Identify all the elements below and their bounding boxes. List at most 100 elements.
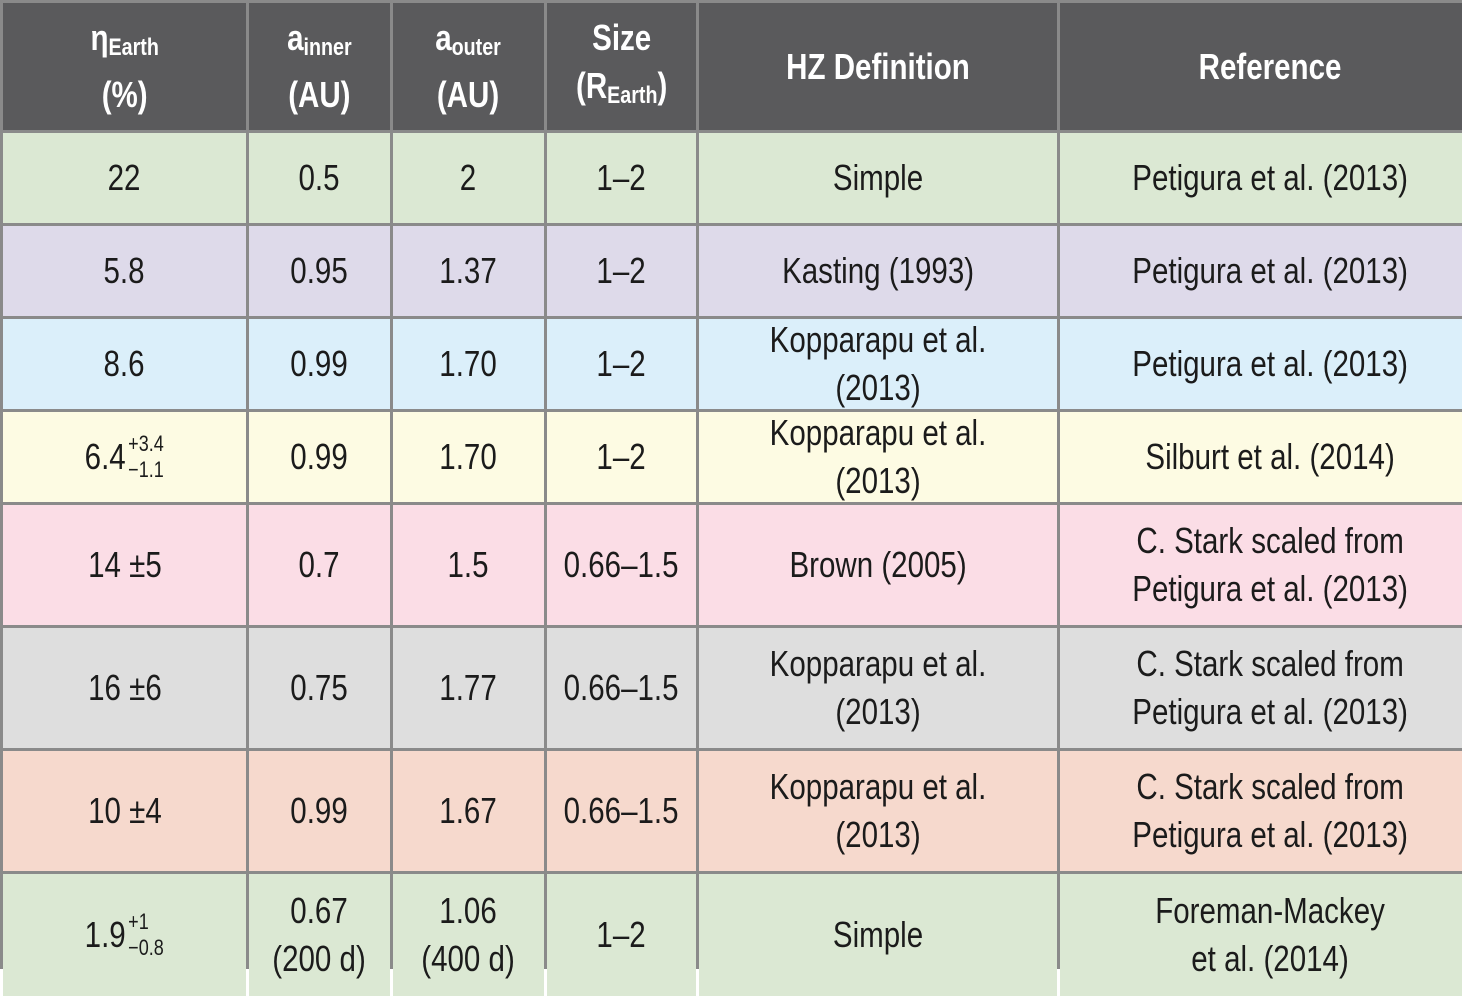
reference-value: Petigura et al. (2013) — [1132, 250, 1408, 291]
a-inner-value: 0.99 — [290, 343, 349, 384]
eta-value: 8.6 — [103, 343, 146, 384]
header-a-inner-symbol: a — [287, 16, 304, 58]
header-a-outer-sub: outer — [452, 33, 502, 61]
a-inner-note: (200 d) — [272, 938, 367, 979]
header-size-cell: Size (REarth) — [547, 3, 696, 130]
reference-line-1: C. Stark scaled from — [1136, 643, 1404, 684]
header-eta-symbol: η — [90, 16, 109, 58]
a-inner-cell: 0.75 — [249, 628, 390, 748]
size-cell: 0.66–1.5 — [547, 628, 696, 748]
header-a-outer-symbol: a — [435, 16, 453, 58]
size-cell: 1–2 — [547, 874, 696, 996]
a-inner-cell: 0.5 — [249, 133, 390, 223]
a-inner-value: 0.99 — [290, 436, 349, 477]
a-inner-value: 0.99 — [290, 790, 349, 831]
reference-cell: Petigura et al. (2013) — [1060, 319, 1462, 409]
size-value: 1–2 — [596, 157, 647, 198]
size-cell: 1–2 — [547, 412, 696, 502]
hz-definition-value: Kopparapu et al. (2013) — [769, 643, 987, 732]
header-size-unit-open: (R — [575, 64, 607, 106]
eta-value: 14 ±5 — [87, 544, 162, 585]
a-outer-value: 1.67 — [439, 790, 498, 831]
eta-upper-error: +3.4 — [128, 431, 165, 456]
a-outer-value: 2 — [460, 157, 477, 198]
header-size-unit-close: ) — [657, 64, 668, 106]
a-inner-cell: 0.99 — [249, 319, 390, 409]
size-value: 1–2 — [596, 343, 647, 384]
eta-cell: 22 — [3, 133, 246, 223]
hz-definition-value: Simple — [832, 914, 924, 955]
reference-line-1: C. Stark scaled from — [1136, 766, 1404, 807]
header-reference-cell: Reference — [1060, 3, 1462, 130]
hz-definition-value: Kasting (1993) — [781, 250, 974, 291]
header-eta-cell: ηEarth (%) — [3, 3, 246, 130]
reference-line-1: Foreman-Mackey — [1155, 890, 1385, 931]
hz-definition-cell: Simple — [699, 874, 1057, 996]
size-cell: 0.66–1.5 — [547, 751, 696, 871]
a-inner-cell: 0.67 (200 d) — [249, 874, 390, 996]
hz-definition-value: Simple — [832, 157, 924, 198]
size-cell: 0.66–1.5 — [547, 505, 696, 625]
hz-definition-cell: Kopparapu et al. (2013) — [699, 628, 1057, 748]
reference-cell: Petigura et al. (2013) — [1060, 133, 1462, 223]
eta-cell: 10 ±4 — [3, 751, 246, 871]
reference-value: Petigura et al. (2013) — [1132, 157, 1408, 198]
size-cell: 1–2 — [547, 226, 696, 316]
a-inner-value: 0.5 — [298, 157, 341, 198]
header-a-inner-unit: (AU) — [288, 74, 351, 116]
eta-value: 10 ±4 — [87, 790, 162, 831]
a-inner-value: 0.7 — [298, 544, 341, 585]
eta-value: 22 — [108, 157, 141, 198]
a-inner-value: 0.75 — [290, 667, 349, 708]
a-outer-cell: 1.70 — [393, 412, 544, 502]
a-outer-cell: 1.67 — [393, 751, 544, 871]
a-outer-cell: 1.70 — [393, 319, 544, 409]
reference-line-2: Petigura et al. (2013) — [1132, 691, 1408, 732]
reference-cell: C. Stark scaled from Petigura et al. (201… — [1060, 751, 1462, 871]
header-a-inner-cell: ainner (AU) — [249, 3, 390, 130]
a-outer-value: 1.70 — [439, 436, 498, 477]
size-cell: 1–2 — [547, 319, 696, 409]
eta-value: 6.4 — [84, 436, 126, 477]
size-value: 0.66–1.5 — [564, 790, 679, 831]
hz-definition-cell: Kopparapu et al. (2013) — [699, 751, 1057, 871]
reference-cell: C. Stark scaled from Petigura et al. (201… — [1060, 628, 1462, 748]
reference-cell: Petigura et al. (2013) — [1060, 226, 1462, 316]
eta-value: 1.9 — [84, 914, 126, 955]
eta-cell: 6.4 +3.4 −1.1 — [3, 412, 246, 502]
eta-lower-error: −0.8 — [128, 935, 165, 960]
a-inner-value: 0.67 — [290, 890, 349, 931]
eta-value: 16 ±6 — [87, 667, 162, 708]
header-hz-cell: HZ Definition — [699, 3, 1057, 130]
hz-definition-value: Kopparapu et al. (2013) — [769, 412, 987, 501]
header-a-outer-unit: (AU) — [437, 74, 500, 116]
size-value: 0.66–1.5 — [564, 667, 679, 708]
reference-line-2: Petigura et al. (2013) — [1132, 814, 1408, 855]
eta-upper-error: +1 — [128, 909, 150, 934]
a-inner-cell: 0.99 — [249, 412, 390, 502]
size-value: 1–2 — [596, 914, 647, 955]
eta-cell: 8.6 — [3, 319, 246, 409]
a-inner-cell: 0.99 — [249, 751, 390, 871]
hz-definition-cell: Kasting (1993) — [699, 226, 1057, 316]
eta-cell: 1.9 +1 −0.8 — [3, 874, 246, 996]
header-reference: Reference — [1198, 45, 1342, 87]
a-outer-cell: 1.06 (400 d) — [393, 874, 544, 996]
eta-cell: 5.8 — [3, 226, 246, 316]
a-outer-cell: 1.37 — [393, 226, 544, 316]
hz-definition-value: Kopparapu et al. (2013) — [769, 319, 987, 408]
hz-definition-value: Kopparapu et al. (2013) — [769, 766, 987, 855]
eta-cell: 14 ±5 — [3, 505, 246, 625]
reference-line-1: C. Stark scaled from — [1136, 520, 1404, 561]
eta-lower-error: −1.1 — [128, 457, 165, 482]
header-eta-sub: Earth — [108, 33, 159, 61]
a-outer-value: 1.77 — [439, 667, 498, 708]
a-outer-note: (400 d) — [421, 938, 516, 979]
a-outer-cell: 1.77 — [393, 628, 544, 748]
size-cell: 1–2 — [547, 133, 696, 223]
reference-cell: Silburt et al. (2014) — [1060, 412, 1462, 502]
a-outer-value: 1.06 — [439, 890, 498, 931]
reference-value: Petigura et al. (2013) — [1132, 343, 1408, 384]
a-inner-value: 0.95 — [290, 250, 349, 291]
